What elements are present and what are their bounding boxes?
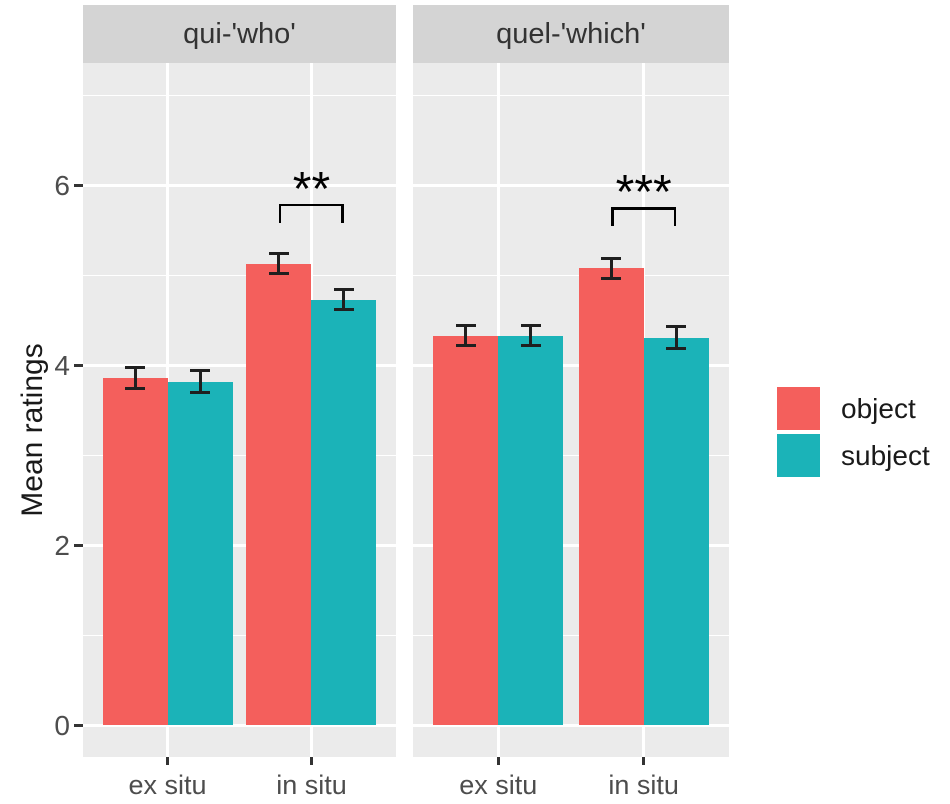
y-tick-mark-0 [74, 724, 83, 727]
gridline-major-y4 [413, 364, 729, 367]
bar-object-ex-situ [433, 335, 499, 726]
error-bar-cap-upper [520, 324, 541, 328]
error-bar-object-ex-situ [133, 367, 137, 389]
gridline-minor-y3 [413, 454, 729, 457]
error-bar-cap-upper [666, 325, 687, 329]
bar-object-in-situ [246, 263, 312, 726]
y-tick-mark-2 [74, 544, 83, 547]
error-bar-cap-lower [190, 391, 210, 394]
error-bar-cap-upper [333, 288, 354, 292]
y-tick-label-2: 2 [54, 529, 70, 561]
legend-label: subject [841, 439, 930, 471]
legend-label: object [841, 392, 916, 424]
error-bar-subject-ex-situ [529, 325, 533, 346]
error-bar-cap-lower [125, 387, 145, 391]
error-bar-object-in-situ [277, 253, 281, 274]
x-tick-label-in-situ: in situ [608, 770, 679, 800]
gridline-major-y6 [83, 184, 396, 187]
x-tick-mark-ex-situ [166, 757, 169, 765]
legend: object subject [777, 387, 930, 481]
y-tick-mark-4 [74, 364, 83, 367]
facet-strip-qui-who: qui-'who' [83, 5, 396, 63]
gridline-minor-y5 [413, 274, 729, 277]
legend-item-subject: subject [777, 434, 930, 477]
bar-object-ex-situ [102, 378, 168, 726]
error-bar-cap-lower [520, 344, 541, 348]
gridline-major-y2 [413, 544, 729, 547]
bar-subject-ex-situ [167, 381, 233, 726]
error-bar-cap-lower [333, 308, 354, 312]
error-bar-subject-ex-situ [198, 370, 202, 393]
error-bar-cap-upper [455, 324, 476, 328]
error-bar-cap-lower [601, 276, 622, 280]
significance-bracket-side [278, 203, 282, 223]
gridline-major-y0 [413, 724, 729, 727]
bar-object-in-situ [578, 268, 644, 726]
gridline-minor-y3 [83, 454, 396, 457]
gridline-minor-y7 [413, 94, 729, 97]
x-tick-label-in-situ: in situ [276, 770, 347, 800]
legend-item-object: object [777, 387, 930, 430]
error-bar-cap-upper [268, 252, 289, 256]
gridline-minor-y1 [83, 634, 396, 637]
significance-bracket-side [673, 207, 677, 227]
x-tick-label-ex-situ: ex situ [459, 770, 538, 800]
significance-stars: ** [292, 162, 331, 216]
facet-strip-label: quel-'which' [496, 17, 646, 50]
significance-bracket-side [341, 203, 344, 223]
significance-stars: *** [615, 166, 672, 220]
facet-panel-quel-which: *** [413, 63, 729, 757]
error-bar-cap-upper [125, 365, 145, 369]
gridline-major-y2 [83, 544, 396, 547]
legend-key-subject-swatch [777, 434, 820, 477]
x-tick-mark-in-situ [642, 757, 645, 765]
error-bar-cap-upper [190, 369, 210, 373]
error-bar-cap-upper [601, 256, 622, 260]
gridline-minor-y5 [83, 274, 396, 277]
gridline-major-y4 [83, 364, 396, 367]
bar-subject-ex-situ [498, 335, 564, 726]
x-tick-mark-ex-situ [497, 757, 500, 765]
y-tick-mark-6 [74, 184, 83, 187]
error-bar-cap-lower [455, 344, 476, 348]
error-bar-subject-in-situ [342, 289, 346, 310]
gridline-major-y6 [413, 184, 729, 187]
y-tick-label-6: 6 [54, 169, 70, 201]
significance-bracket-top [278, 203, 344, 206]
error-bar-object-in-situ [609, 258, 613, 279]
significance-bracket-top [611, 207, 677, 210]
x-tick-label-ex-situ: ex situ [128, 770, 207, 800]
legend-key-object-swatch [777, 387, 820, 430]
significance-bracket-side [611, 207, 614, 227]
y-tick-label-0: 0 [54, 709, 70, 741]
bar-subject-in-situ [643, 337, 709, 726]
error-bar-cap-lower [666, 346, 687, 350]
error-bar-subject-in-situ [674, 326, 678, 349]
gridline-minor-y1 [413, 634, 729, 637]
facet-panel-qui-who: ** [83, 63, 396, 757]
gridline-major-y0 [83, 724, 396, 727]
error-bar-cap-lower [268, 272, 289, 276]
facet-strip-quel-which: quel-'which' [413, 5, 729, 63]
facet-strip-label: qui-'who' [183, 17, 296, 50]
x-tick-mark-in-situ [310, 757, 313, 765]
bar-subject-in-situ [311, 299, 377, 726]
y-tick-label-4: 4 [54, 349, 70, 381]
error-bar-object-ex-situ [464, 325, 468, 346]
gridline-minor-y7 [83, 94, 396, 97]
